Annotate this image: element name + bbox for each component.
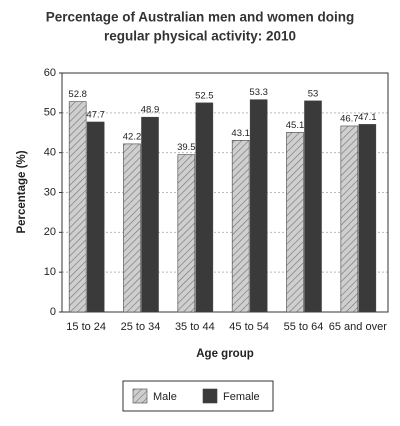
bar [340, 125, 359, 313]
bar [68, 101, 87, 313]
plot-frame [61, 72, 389, 313]
value-label: 47.1 [358, 112, 377, 123]
y-tick-label: 0 [50, 306, 56, 318]
x-tick-label: 25 to 34 [121, 321, 161, 333]
value-label: 39.5 [177, 142, 196, 153]
value-label: 53 [308, 88, 319, 99]
bar [141, 116, 159, 313]
value-label: 52.8 [68, 89, 87, 100]
bar [249, 99, 268, 313]
bar [86, 121, 105, 313]
value-label: 46.7 [340, 113, 359, 124]
x-axis-title: Age group [196, 348, 254, 360]
legend-label: Male [153, 391, 177, 403]
legend-swatch [132, 388, 148, 404]
value-label: 52.5 [195, 90, 214, 101]
legend-label: Female [223, 391, 260, 403]
value-label: 47.7 [86, 110, 105, 121]
bar [123, 143, 141, 313]
value-label: 48.9 [141, 105, 160, 116]
chart-title: Percentage of Australian men and women d… [46, 10, 355, 25]
value-label: 42.2 [123, 131, 142, 142]
bar [231, 140, 250, 313]
x-tick-label: 15 to 24 [66, 321, 106, 333]
y-tick-label: 10 [44, 266, 56, 278]
y-tick-label: 40 [44, 147, 56, 159]
value-label: 45.1 [286, 120, 305, 131]
x-tick-label: 55 to 64 [284, 321, 324, 333]
bar [358, 124, 377, 313]
y-tick-label: 30 [44, 186, 56, 198]
x-tick-label: 45 to 54 [229, 321, 269, 333]
y-tick-label: 20 [44, 226, 56, 238]
bar [177, 154, 196, 313]
x-tick-label: 65 and over [329, 321, 387, 333]
x-tick-label: 35 to 44 [175, 321, 215, 333]
bar [304, 100, 322, 313]
bar [195, 102, 214, 313]
y-tick-label: 60 [44, 67, 56, 79]
y-axis-title: Percentage (%) [16, 150, 28, 233]
value-label: 53.3 [249, 87, 268, 98]
legend-box [122, 380, 274, 412]
value-label: 43.1 [231, 128, 250, 139]
legend-swatch [202, 388, 218, 404]
y-tick-label: 50 [44, 107, 56, 119]
bar [286, 132, 304, 313]
chart-title: regular physical activity: 2010 [104, 29, 296, 44]
